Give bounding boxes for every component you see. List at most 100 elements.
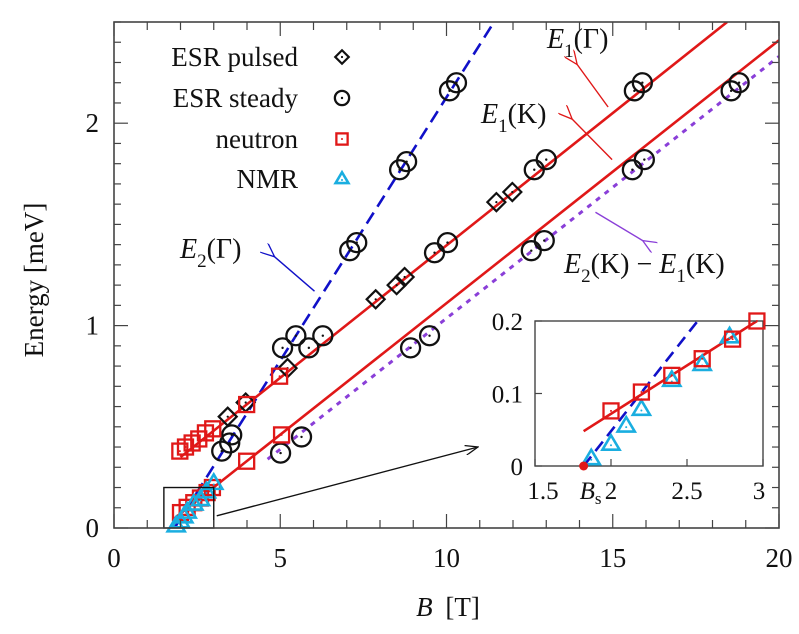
inset-point-nmr-dot [728,336,731,339]
inset-point-nmr [630,397,653,417]
point-esr-pulsed-dot [403,275,406,279]
point-esr-pulsed [365,288,387,310]
point-esr-pulsed-dot [374,298,377,301]
point-esr-steady [269,442,292,464]
point-neutron [270,367,289,385]
annotation-label-e1k: E1(K) [480,99,546,137]
point-esr-pulsed [394,266,416,288]
legend: ESR pulsed ESR steady neutron NMR [171,42,351,194]
point-neutron-dot [280,433,283,436]
annotation-e2gamma-main: E [179,234,197,265]
inset-point-nmr [580,447,603,466]
fit-line-e2-k-e1-k- [266,55,779,461]
point-esr-steady [445,72,468,94]
inset-point-neutron [632,383,651,401]
point-esr-steady [290,426,313,448]
point-esr-steady-dot [409,346,412,350]
x-tick-label: 0 [107,543,121,573]
point-esr-steady-dot [230,433,233,437]
zoom-connector-arrow [216,447,478,517]
legend-label-esr-steady: ESR steady [173,83,299,113]
inset-point-neutron-dot [755,320,758,322]
annotation-diff-main: E [563,249,581,280]
inset-point-neutron-dot [701,357,704,360]
point-esr-steady [520,240,542,262]
x-tick-label: 5 [274,543,288,573]
point-esr-steady [623,80,646,102]
point-esr-steady [298,337,320,359]
point-esr-pulsed-dot [226,415,229,418]
point-esr-steady-dot [307,346,311,350]
point-esr-steady-dot [300,435,303,439]
fit-line-e1-k- [173,39,779,520]
annotation-arrow-e1gamma [577,65,609,108]
inset-point-neutron [748,312,766,330]
point-esr-steady-dot [455,81,458,84]
point-esr-steady [436,231,459,254]
point-esr-steady [631,72,653,94]
x-tick-label: 10 [433,543,460,573]
inset-point-neutron [663,366,681,385]
inset-point-neutron [723,330,742,348]
annotation-e2gamma-rest: (Γ) [207,234,242,265]
point-esr-steady [399,337,422,359]
legend-marker-esr-pulsed [333,48,351,66]
inset-x-tick-label: 2.5 [671,478,702,505]
inset-x-tick-label: 3 [753,478,766,505]
bs-label: Bs [580,478,602,508]
annotation-label-e1gamma: E1(Γ) [546,24,608,62]
point-esr-steady-dot [737,81,741,84]
point-esr-steady-dot [446,241,449,244]
annotation-diff-main2: E [658,249,676,280]
point-esr-steady [720,80,742,102]
point-esr-steady [312,325,334,347]
point-esr-steady [728,72,750,94]
x-tick-label: 20 [766,543,793,573]
y-tick-label: 2 [86,108,100,138]
point-esr-steady-dot [321,334,325,337]
inset-y-tick-label: 0.1 [492,382,523,409]
legend-label-nmr: NMR [236,164,298,194]
point-nmr-dot [186,512,189,515]
inset-point-neutron-dot [610,409,612,412]
point-esr-steady-dot [405,160,408,163]
annotation-diff-sub2: 1 [676,266,686,287]
inset-point-neutron [602,402,620,420]
legend-marker-esr-steady [333,89,351,107]
point-esr-pulsed-dot [495,201,498,204]
point-esr-steady [395,151,418,173]
point-esr-steady [533,229,555,252]
legend-marker-esr-steady-dot [340,96,344,100]
point-esr-steady [221,424,243,446]
inset-point-nmr [615,414,638,433]
x-tick-label: 15 [599,543,626,573]
annotations: E2(Γ)E1(Γ)E1(K)E2(K) − E1(K) [163,24,725,529]
annotation-label-diff: E2(K) − E1(K) [563,249,725,287]
point-neutron-dot [245,460,248,463]
point-esr-steady-dot [643,158,646,161]
legend-marker-neutron [335,132,349,146]
annotation-arrow-e2gamma [275,257,315,292]
point-esr-steady-dot [530,249,533,252]
point-neutron-dot [178,450,181,453]
point-esr-steady [418,325,441,347]
point-esr-steady-dot [631,168,634,171]
inset-point-nmr [600,432,622,451]
point-esr-pulsed-dot [511,190,514,194]
annotation-diff-rest2: (K) [686,249,725,280]
inset-point-nmr-dot [590,458,593,461]
point-esr-steady [219,432,241,454]
inset-e2gamma-line [582,321,699,466]
y-tick-label: 1 [86,311,100,341]
annotation-e1k-main: E [480,99,498,130]
point-esr-steady [346,231,368,254]
inset-point-neutron [693,350,711,368]
inset-point-nmr [691,352,714,372]
point-esr-steady [633,148,655,171]
legend-marker-nmr-dot [341,179,343,181]
point-esr-steady-dot [428,334,431,337]
point-nmr [182,492,205,511]
point-esr-steady-dot [545,158,548,161]
point-neutron [272,426,291,444]
point-nmr-dot [199,499,202,502]
